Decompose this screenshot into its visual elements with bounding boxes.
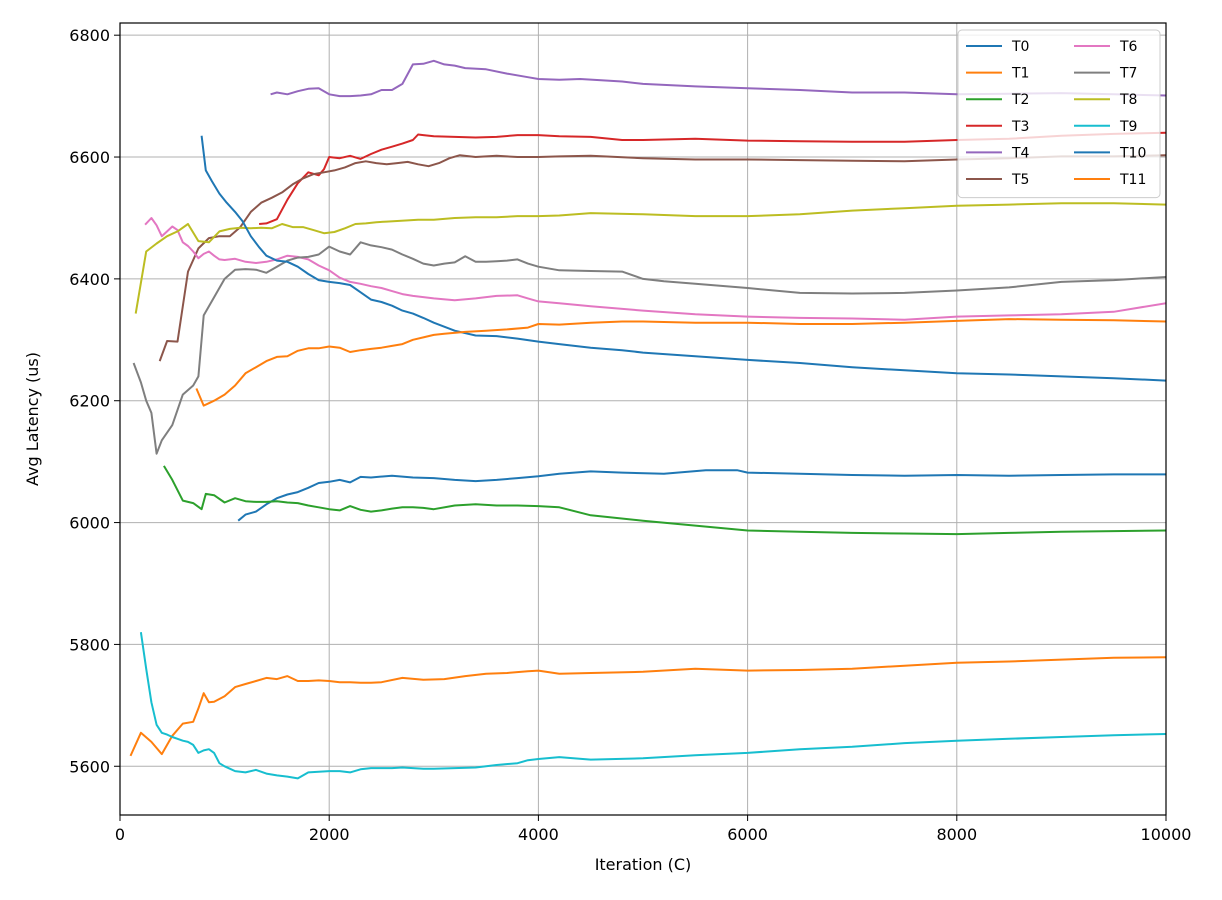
legend-label: T11 (1119, 172, 1146, 188)
series-line-t11 (195, 318, 1166, 407)
series-line-t2 (163, 465, 1166, 536)
x-tick-label: 2000 (309, 825, 350, 844)
series-line-t7 (132, 241, 1166, 455)
series-line-t6 (144, 217, 1166, 321)
y-tick-label: 6800 (69, 26, 110, 45)
y-tick-label: 6200 (69, 392, 110, 411)
legend-label: T7 (1119, 66, 1137, 82)
legend: T0 T1 T2 T3 T4 T5 T6 T7 T8 T9 T10 T11 (957, 29, 1161, 199)
y-tick-label: 5600 (69, 757, 110, 776)
axis-ticks: 0 2000 4000 6000 8000 10000 5600 5800 6000 6200 64… (69, 26, 1191, 844)
legend-label: T1 (1011, 66, 1029, 82)
legend-label: T0 (1011, 39, 1029, 55)
legend-label: T2 (1011, 92, 1029, 108)
legend-label: T8 (1119, 92, 1137, 108)
plot-frame (119, 22, 1167, 816)
x-tick-label: 4000 (518, 825, 559, 844)
legend-label: T4 (1011, 145, 1030, 161)
x-tick-label: 0 (115, 825, 125, 844)
legend-label: T6 (1119, 39, 1138, 55)
x-axis-label: Iteration (C) (595, 855, 692, 874)
series-lines (129, 59, 1166, 780)
series-line-t0 (237, 469, 1166, 522)
series-line-t1 (129, 656, 1166, 757)
series-line-t5 (158, 154, 1166, 362)
legend-label: T9 (1119, 119, 1137, 135)
x-tick-label: 8000 (936, 825, 977, 844)
series-line-t4 (270, 59, 1166, 98)
y-tick-label: 6000 (69, 514, 110, 533)
series-line-t8 (134, 202, 1166, 314)
y-tick-label: 6600 (69, 148, 110, 167)
legend-label: T5 (1011, 172, 1029, 188)
x-tick-label: 10000 (1141, 825, 1192, 844)
y-tick-label: 5800 (69, 635, 110, 654)
y-tick-label: 6400 (69, 270, 110, 289)
legend-label: T3 (1011, 119, 1029, 135)
x-tick-label: 6000 (727, 825, 768, 844)
legend-label: T10 (1119, 145, 1146, 161)
y-axis-label: Avg Latency (us) (23, 352, 42, 486)
series-line-t9 (139, 632, 1166, 780)
series-line-t10 (200, 135, 1166, 382)
